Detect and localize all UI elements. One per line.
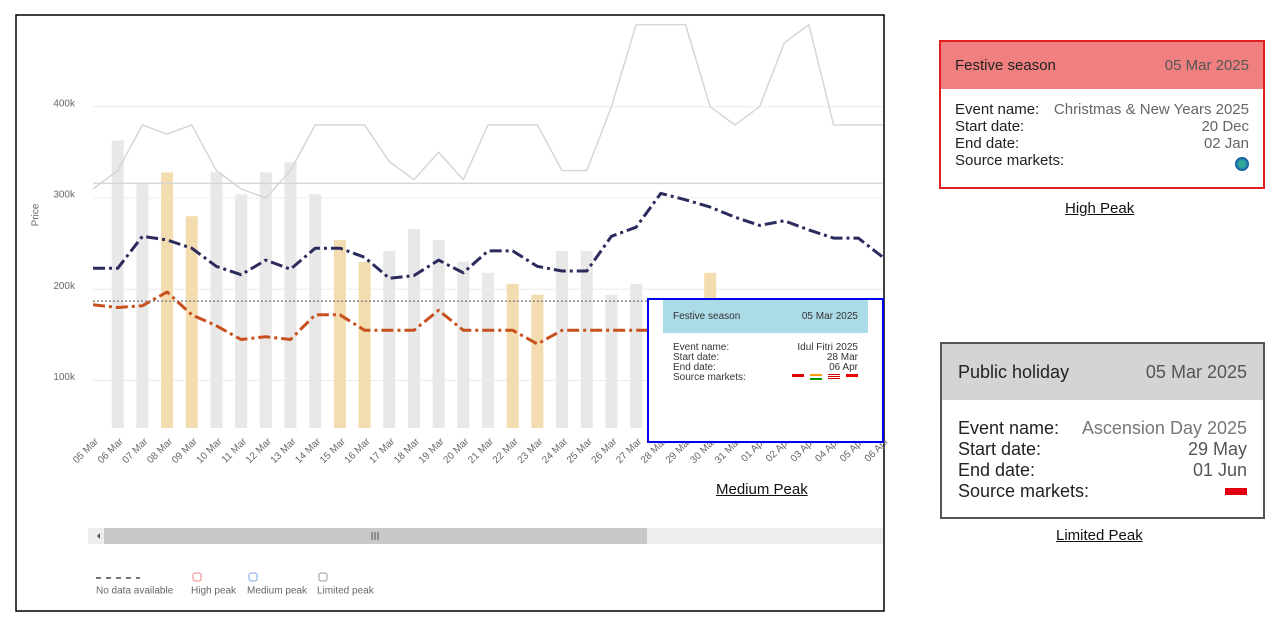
- bar: [383, 250, 396, 428]
- row-value: 29 May: [1187, 439, 1247, 459]
- bar: [457, 261, 470, 428]
- caption: Limited Peak: [1056, 527, 1143, 544]
- caption: Medium Peak: [716, 481, 808, 498]
- legend-icon: [192, 572, 202, 582]
- row-value: Christmas & New Years 2025: [1053, 101, 1249, 118]
- row-label: Source markets:: [958, 481, 1090, 501]
- bar: [210, 172, 223, 428]
- row-value: 20 Dec: [1201, 118, 1249, 135]
- scroll-grip: [371, 532, 379, 540]
- card-date: 05 Mar 2025: [1164, 57, 1249, 74]
- scroll-left[interactable]: [97, 533, 100, 539]
- caption: High Peak: [1065, 200, 1135, 217]
- row-label: Start date:: [673, 352, 720, 363]
- row-label: Event name:: [958, 418, 1060, 438]
- y-axis-label: Price: [31, 203, 42, 226]
- row-label: End date:: [673, 362, 716, 373]
- row-value: 28 Mar: [826, 352, 858, 363]
- row-label: End date:: [958, 460, 1036, 480]
- tooltip-date: 05 Mar 2025: [801, 311, 858, 322]
- bar: [185, 216, 198, 428]
- bar: [531, 294, 544, 428]
- card-title: Public holiday: [958, 361, 1070, 382]
- card-title: Festive season: [955, 57, 1056, 74]
- bar: [580, 250, 593, 428]
- y-tick-label: 200k: [53, 281, 76, 292]
- row-label: Source markets:: [955, 152, 1065, 169]
- bar: [605, 294, 618, 428]
- row-value: 02 Jan: [1203, 135, 1249, 152]
- medium-peak-tooltip: Festive season 05 Mar 2025 Event name: Id…: [647, 298, 884, 443]
- bar: [309, 194, 322, 428]
- bar: [506, 283, 519, 428]
- y-tick-label: 400k: [53, 98, 76, 109]
- legend-label[interactable]: High peak: [191, 586, 237, 597]
- high-peak-card: Festive season 05 Mar 2025 Event name: Ch…: [939, 40, 1265, 189]
- card-header: Festive season 05 Mar 2025: [941, 42, 1263, 89]
- y-tick-label: 100k: [53, 372, 76, 383]
- bar: [111, 140, 124, 428]
- row-label: Event name:: [673, 342, 730, 353]
- bar: [284, 162, 297, 428]
- bar: [432, 239, 445, 428]
- row-label: Event name:: [955, 101, 1040, 118]
- legend-label[interactable]: No data available: [96, 586, 174, 597]
- row-label: Start date:: [958, 439, 1042, 459]
- legend-label[interactable]: Limited peak: [317, 586, 375, 597]
- row-value: 01 Jun: [1192, 460, 1247, 480]
- bar: [358, 261, 371, 428]
- bar: [556, 250, 569, 428]
- row-label: Source markets:: [673, 372, 746, 383]
- bar: [482, 272, 494, 428]
- tooltip-header: Festive season 05 Mar 2025: [663, 300, 868, 333]
- card-header: Public holiday 05 Mar 2025: [942, 344, 1263, 400]
- limited-peak-card: Public holiday 05 Mar 2025 Event name: As…: [940, 342, 1265, 519]
- row-value: Ascension Day 2025: [1081, 418, 1247, 438]
- row-value: 06 Apr: [829, 362, 858, 373]
- bar: [161, 172, 174, 428]
- globe-icon: [1235, 157, 1249, 171]
- row-label: Start date:: [955, 118, 1025, 135]
- y-tick-label: 300k: [53, 190, 76, 201]
- tooltip-title: Festive season: [673, 311, 741, 322]
- bar: [259, 172, 272, 428]
- legend-icon: [248, 572, 258, 582]
- bar: [333, 239, 346, 428]
- flags: [786, 373, 858, 383]
- bar: [235, 194, 248, 428]
- bar: [630, 283, 643, 428]
- card-date: 05 Mar 2025: [1145, 361, 1247, 382]
- line: [93, 191, 883, 280]
- legend-icon: [318, 572, 328, 582]
- legend-label[interactable]: Medium peak: [247, 586, 308, 597]
- row-value: Idul Fitri 2025: [797, 342, 858, 353]
- line: [93, 23, 883, 199]
- flag-icon: [1225, 488, 1247, 495]
- row-label: End date:: [955, 135, 1020, 152]
